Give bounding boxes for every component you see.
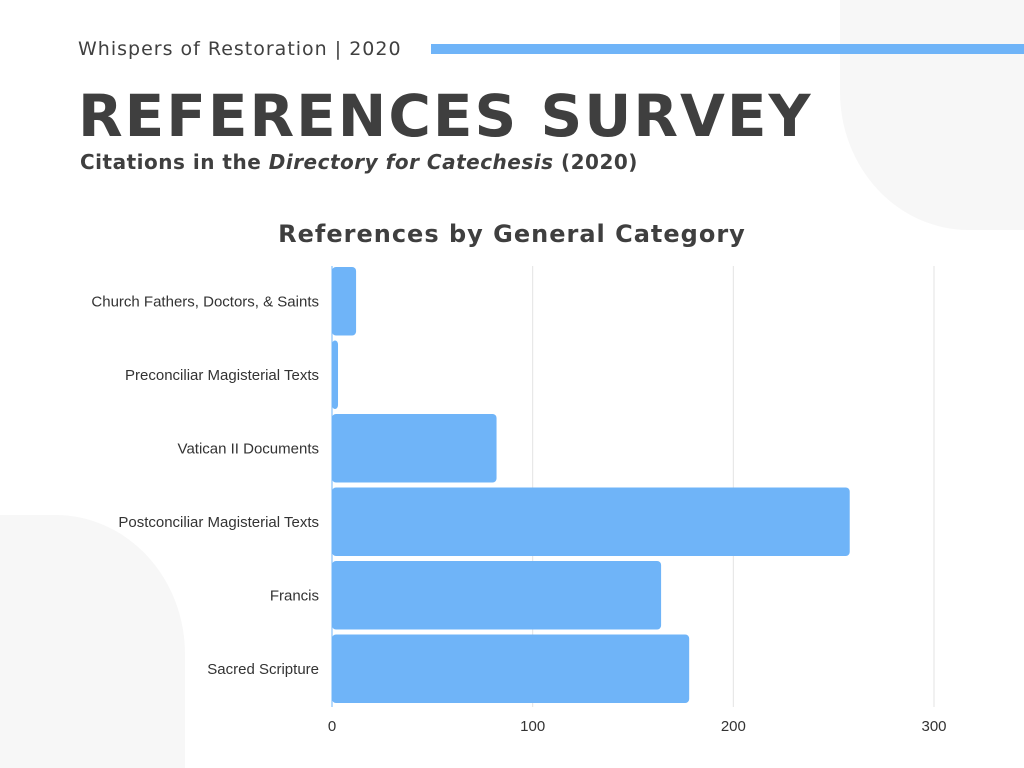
subtitle-year: (2020) xyxy=(553,150,638,174)
bar xyxy=(332,340,339,409)
x-tick-label: 200 xyxy=(721,718,746,735)
category-label: Preconciliar Magisterial Texts xyxy=(125,367,319,384)
subtitle-text: Citations in the xyxy=(80,150,269,174)
accent-bar xyxy=(431,44,1024,54)
page-subtitle: Citations in the Directory for Catechesi… xyxy=(80,150,638,174)
x-tick-label: 300 xyxy=(921,718,946,735)
subtitle-italic: Directory for Catechesis xyxy=(268,150,554,174)
category-label: Vatican II Documents xyxy=(178,440,319,457)
category-label: Church Fathers, Doctors, & Saints xyxy=(91,293,319,310)
category-label: Sacred Scripture xyxy=(207,661,319,678)
brand-label: Whispers of Restoration | 2020 xyxy=(78,38,402,60)
page-title: REFERENCES SURVEY xyxy=(78,82,813,150)
bar xyxy=(332,267,357,336)
x-tick-label: 100 xyxy=(520,718,545,735)
category-label: Francis xyxy=(270,587,319,604)
bar xyxy=(332,487,850,556)
bar xyxy=(332,561,662,630)
category-label: Postconciliar Magisterial Texts xyxy=(118,514,319,531)
chart-title: References by General Category xyxy=(278,220,746,248)
bar xyxy=(332,414,497,483)
x-tick-label: 0 xyxy=(328,718,336,735)
bar xyxy=(332,634,690,703)
